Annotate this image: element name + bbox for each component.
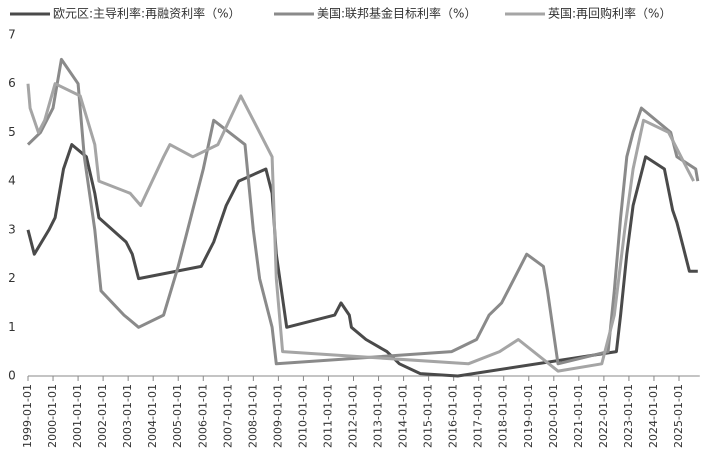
legend-label: 英国:再回购利率（%）: [548, 6, 671, 21]
legend-label: 欧元区:主导利率:再融资利率（%）: [53, 6, 241, 21]
x-tick-label: 2000-01-01: [46, 384, 59, 448]
x-tick-label: 2019-01-01: [522, 384, 535, 448]
x-tick-label: 2025-01-01: [672, 384, 685, 448]
x-tick-label: 2009-01-01: [271, 384, 284, 448]
y-tick-label: 3: [8, 222, 16, 236]
x-tick-label: 2017-01-01: [472, 384, 485, 448]
x-tick-label: 2015-01-01: [422, 384, 435, 448]
x-tick-label: 2012-01-01: [347, 384, 360, 448]
y-tick-label: 7: [8, 28, 16, 42]
legend-label: 美国:联邦基金目标利率（%）: [317, 6, 476, 21]
x-tick-label: 1999-01-01: [21, 384, 34, 448]
y-tick-label: 5: [8, 125, 16, 139]
x-tick-label: 2011-01-01: [321, 384, 334, 448]
x-tick-label: 2024-01-01: [647, 384, 660, 448]
x-tick-label: 2013-01-01: [372, 384, 385, 448]
x-tick-label: 2008-01-01: [246, 384, 259, 448]
x-tick-label: 2002-01-01: [96, 384, 109, 448]
x-tick-label: 2018-01-01: [497, 384, 510, 448]
x-tick-label: 2022-01-01: [597, 384, 610, 448]
x-tick-label: 2023-01-01: [622, 384, 635, 448]
y-tick-label: 0: [8, 369, 16, 383]
y-tick-label: 1: [8, 320, 16, 334]
x-tick-label: 2004-01-01: [146, 384, 159, 448]
series-line: [26, 82, 695, 373]
x-tick-label: 2021-01-01: [572, 384, 585, 448]
y-tick-label: 2: [8, 271, 16, 285]
x-tick-label: 2005-01-01: [171, 384, 184, 448]
y-tick-label: 6: [8, 76, 16, 90]
x-tick-label: 2020-01-01: [547, 384, 560, 448]
x-tick-label: 2007-01-01: [221, 384, 234, 448]
series-line: [26, 143, 698, 378]
x-tick-label: 2006-01-01: [196, 384, 209, 448]
y-tick-label: 4: [8, 174, 16, 188]
x-tick-label: 2010-01-01: [296, 384, 309, 448]
x-tick-label: 2014-01-01: [397, 384, 410, 448]
x-tick-label: 2016-01-01: [447, 384, 460, 448]
series-line: [26, 57, 700, 366]
x-tick-label: 2001-01-01: [71, 384, 84, 448]
x-tick-label: 2003-01-01: [121, 384, 134, 448]
